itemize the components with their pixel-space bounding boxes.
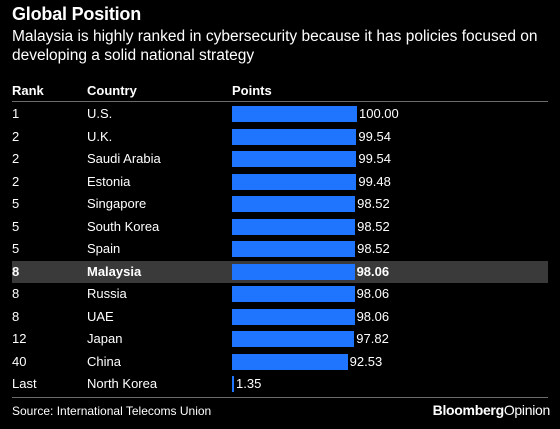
country-cell: UAE	[87, 308, 114, 324]
points-value-label: 98.52	[357, 218, 390, 234]
points-bar	[232, 331, 355, 347]
table-row: 5 South Korea 98.52	[12, 216, 548, 238]
rank-cell: 5	[12, 196, 20, 211]
rank-cell: 8	[12, 263, 20, 279]
column-header-rank: Rank	[12, 83, 44, 98]
table-row: 2 Saudi Arabia 99.54	[12, 148, 548, 170]
country-cell: Estonia	[87, 173, 131, 189]
country-cell: Malaysia	[87, 263, 142, 279]
points-value-label: 1.35	[236, 376, 262, 391]
country-cell: Russia	[87, 286, 127, 301]
rank-cell: 2	[12, 128, 20, 144]
header-divider	[12, 101, 548, 102]
table-row: 2 U.K. 99.54	[12, 126, 548, 148]
country-cell: North Korea	[87, 376, 158, 391]
points-bar	[232, 241, 356, 257]
country-cell: China	[87, 353, 121, 369]
table-row: 1 U.S. 100.00	[12, 103, 548, 125]
country-cell: South Korea	[87, 218, 160, 234]
rank-cell: 8	[12, 308, 20, 324]
source-note: Source: International Telecoms Union	[12, 404, 212, 418]
points-bar	[232, 151, 357, 167]
points-bar	[232, 218, 356, 235]
country-cell: Japan	[87, 331, 123, 346]
points-value-label: 98.06	[356, 286, 390, 301]
table-row: 8 Malaysia 98.06	[12, 260, 548, 283]
column-header-country: Country	[87, 83, 137, 98]
points-bar	[232, 196, 356, 212]
points-bar	[232, 173, 357, 190]
brand-sub: Opinion	[503, 402, 550, 418]
points-value-label: 98.52	[357, 241, 390, 256]
chart-title: Global Position	[12, 4, 142, 24]
chart-subtitle: Malaysia is highly ranked in cybersecuri…	[12, 28, 538, 64]
table-row: 8 UAE 98.06	[12, 306, 548, 328]
column-header-points: Points	[232, 83, 272, 98]
points-value-label: 100.00	[359, 106, 399, 121]
table-row: 40 China 92.53	[12, 351, 548, 373]
country-cell: Singapore	[87, 196, 147, 211]
rank-cell: 2	[12, 151, 20, 166]
table-row: 12 Japan 97.82	[12, 328, 548, 350]
points-value-label: 97.82	[356, 331, 389, 346]
rank-cell: Last	[12, 376, 37, 391]
points-value-label: 99.54	[358, 151, 391, 166]
rank-cell: 5	[12, 241, 20, 256]
points-bar	[232, 286, 355, 302]
country-cell: U.S.	[87, 106, 113, 121]
points-value-label: 92.53	[349, 353, 383, 369]
points-value-label: 99.48	[358, 173, 391, 189]
table-row: 8 Russia 98.06	[12, 283, 548, 305]
points-bar	[232, 106, 357, 122]
points-bar	[232, 308, 355, 325]
rank-cell: 40	[12, 353, 27, 369]
points-bar	[232, 376, 234, 392]
brand-main: Bloomberg	[432, 402, 505, 418]
points-value-label: 99.54	[358, 128, 391, 144]
rank-cell: 5	[12, 218, 20, 234]
points-bar	[232, 353, 348, 370]
points-bar	[232, 263, 355, 280]
table-row: 5 Singapore 98.52	[12, 193, 548, 215]
points-bar	[232, 128, 357, 145]
footer-divider	[12, 397, 548, 398]
rank-cell: 1	[12, 106, 20, 121]
points-value-label: 98.52	[357, 196, 390, 211]
points-value-label: 98.06	[356, 308, 390, 324]
rank-cell: 12	[12, 331, 27, 346]
table-row: 2 Estonia 99.48	[12, 171, 548, 193]
country-cell: Saudi Arabia	[87, 151, 161, 166]
table-row: 5 Spain 98.52	[12, 238, 548, 260]
rank-cell: 8	[12, 286, 20, 301]
country-cell: Spain	[87, 241, 121, 256]
rank-cell: 2	[12, 173, 20, 189]
points-value-label: 98.06	[356, 263, 390, 279]
brand-logo: BloombergOpinion	[432, 402, 551, 418]
country-cell: U.K.	[87, 128, 113, 144]
table-row: Last North Korea 1.35	[12, 373, 548, 395]
